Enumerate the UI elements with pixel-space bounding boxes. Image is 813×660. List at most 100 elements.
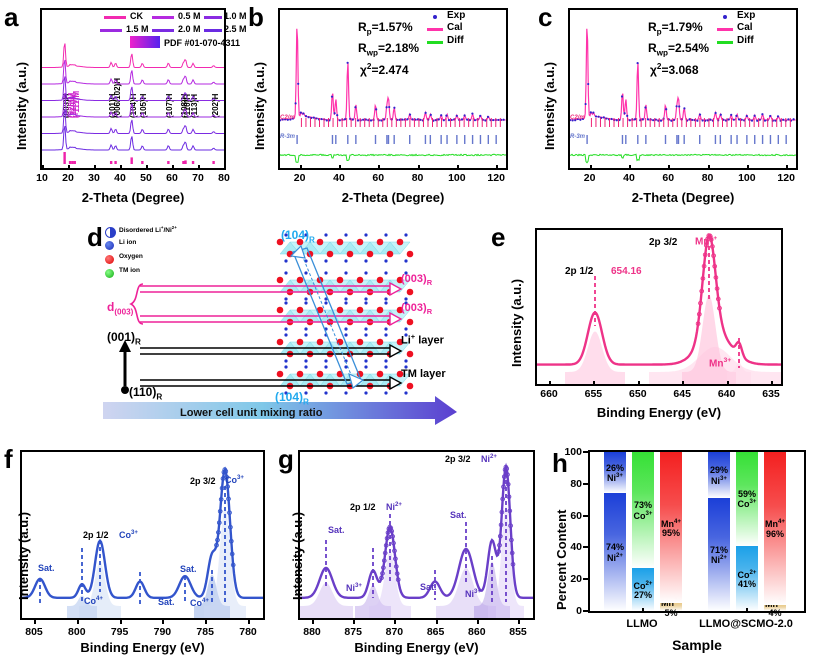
x-tick: 40	[319, 172, 359, 184]
x-tick: 860	[457, 626, 497, 638]
panel-c: c Exp Cal Diff Rp=1.79% Rwp=2.54% χ2=3.0…	[520, 0, 813, 210]
panel-a-xlabel: 2-Theta (Degree)	[40, 190, 226, 205]
panel-a-ylabel: Intensity (a.u.)	[14, 62, 29, 150]
legend-label-li-ion: Li ion	[119, 239, 136, 246]
panel-c-phase-c2m: C2/m	[570, 115, 585, 121]
x-tick: 640	[707, 388, 747, 400]
panel-g-sat-1-label: Sat.	[328, 525, 345, 535]
legend-label-exp: Exp	[737, 10, 755, 21]
tick-mark	[312, 619, 314, 624]
x-tick: 40	[609, 172, 649, 184]
x-tick: LLMO	[587, 618, 697, 630]
panel-d-d003-label: d(003)	[107, 300, 133, 316]
x-tick: 60	[648, 172, 688, 184]
x-tick: 795	[100, 626, 140, 638]
panel-d: d Disordered Li+/Ni2+ Li ion Oxygen TM i…	[85, 222, 485, 427]
x-tick: 100	[727, 172, 767, 184]
panel-d-direction-110: (110)R	[129, 385, 162, 401]
panel-a-letter: a	[4, 4, 18, 30]
tick-mark	[590, 165, 592, 170]
legend-marker-exp	[433, 15, 437, 19]
x-tick: 865	[416, 626, 456, 638]
y-tick: 80	[550, 478, 582, 490]
panel-e-2p12-label: 2p 1/2	[565, 266, 593, 277]
tick-mark	[198, 165, 200, 170]
tick-mark	[248, 619, 250, 624]
panel-b-xlabel: 2-Theta (Degree)	[278, 190, 508, 205]
panel-f-2p32-label: 2p 3/2	[190, 476, 216, 486]
panel-e-mn3-label: Mn3+	[709, 357, 731, 369]
panel-g-spectrum	[300, 452, 533, 618]
panel-c-chi2: χ2=3.068	[650, 62, 699, 77]
panel-b: b Exp Cal Diff Rp=1.57% Rwp=2.18% χ2=2.4…	[230, 0, 520, 210]
tick-mark	[727, 381, 729, 386]
tick-mark	[682, 381, 684, 386]
x-tick: 800	[57, 626, 97, 638]
panel-c-rwp: Rwp=2.54%	[648, 41, 709, 57]
panel-g-ni3-left-label: Ni3+	[346, 582, 362, 593]
panel-b-rwp: Rwp=2.18%	[358, 41, 419, 57]
panel-g-sat-2-label: Sat.	[420, 582, 437, 592]
panel-d-plane-003-lower: (003)R	[401, 302, 432, 316]
panel-b-chi2: χ2=2.474	[360, 62, 409, 77]
panel-d-tm-layer-label: TM layer	[401, 368, 446, 380]
panel-g-letter: g	[278, 446, 294, 472]
tick-mark	[583, 451, 588, 453]
x-tick: 100	[437, 172, 477, 184]
tick-mark	[477, 619, 479, 624]
panel-g-2p12-label: 2p 1/2	[350, 502, 376, 512]
panel-e-letter: e	[491, 224, 505, 250]
tick-mark	[42, 165, 44, 170]
x-tick: 805	[14, 626, 54, 638]
legend-label-tm-ion: TM ion	[119, 267, 140, 274]
panel-f-ylabel: Intensity (a.u.)	[16, 512, 31, 600]
x-tick: 660	[529, 388, 569, 400]
tick-mark	[120, 619, 122, 624]
tick-mark	[496, 165, 498, 170]
panel-d-direction-001: (001)R	[107, 330, 141, 346]
panel-c-rp: Rp=1.79%	[648, 20, 703, 36]
panel-e-ylabel: Intensity (a.u.)	[509, 279, 524, 367]
tick-mark	[224, 165, 226, 170]
x-tick: 880	[292, 626, 332, 638]
panel-e-peak-position-value: 654.16	[611, 266, 642, 277]
panel-g-ni2-left-label: Ni2+	[386, 501, 402, 512]
tick-mark	[34, 619, 36, 624]
legend-marker-li-ion	[105, 241, 114, 250]
bar-segment-label: Mn4+ 95%	[648, 519, 694, 539]
panel-g-xlabel: Binding Energy (eV)	[298, 640, 535, 655]
legend-label-oxygen: Oxygen	[119, 253, 143, 260]
panel-b-rwp-value: =2.18%	[378, 41, 419, 55]
tick-mark	[583, 483, 588, 485]
tick-mark	[583, 578, 588, 580]
panel-d-plane-104-bottom: (104)R	[275, 390, 309, 406]
tick-mark	[300, 165, 302, 170]
legend-marker-tm-ion	[105, 269, 114, 278]
tick-mark	[436, 619, 438, 624]
panel-f-co4-left-label: Co4+	[84, 595, 103, 606]
x-tick: 785	[185, 626, 225, 638]
tick-mark	[583, 610, 588, 612]
panel-f-2p12-label: 2p 1/2	[83, 530, 109, 540]
legend-label-cal: Cal	[447, 22, 463, 33]
x-tick: 120	[476, 172, 516, 184]
x-tick: 635	[751, 388, 791, 400]
tick-mark	[172, 165, 174, 170]
panel-e-mn4-label: Mn4+	[695, 235, 717, 247]
panel-f-sat-3-label: Sat.	[180, 564, 197, 574]
panel-e: e 2p 1/2 654.16 2p 3/2 Mn4+ Mn3+ 660 655 6…	[487, 222, 813, 427]
panel-a-curves	[42, 10, 224, 168]
x-tick: 120	[766, 172, 806, 184]
legend-swatch-diff	[427, 41, 443, 44]
tick-mark	[378, 165, 380, 170]
panel-b-ylabel: Intensity (a.u.)	[252, 62, 267, 150]
panel-d-plane-104-top: (104)R	[281, 228, 315, 244]
x-tick: 790	[142, 626, 182, 638]
panel-c-rp-value: =1.79%	[662, 20, 703, 34]
tick-mark	[583, 546, 588, 548]
panel-h-bars: 74%Ni2+26%Ni3+Co2+27%73%Co3+Mn3+5%Mn4+95…	[590, 452, 804, 611]
panel-h-ylabel: Percent Content	[554, 510, 569, 610]
tick-mark	[786, 165, 788, 170]
panel-e-xlabel: Binding Energy (eV)	[535, 405, 783, 420]
tick-mark	[394, 619, 396, 624]
